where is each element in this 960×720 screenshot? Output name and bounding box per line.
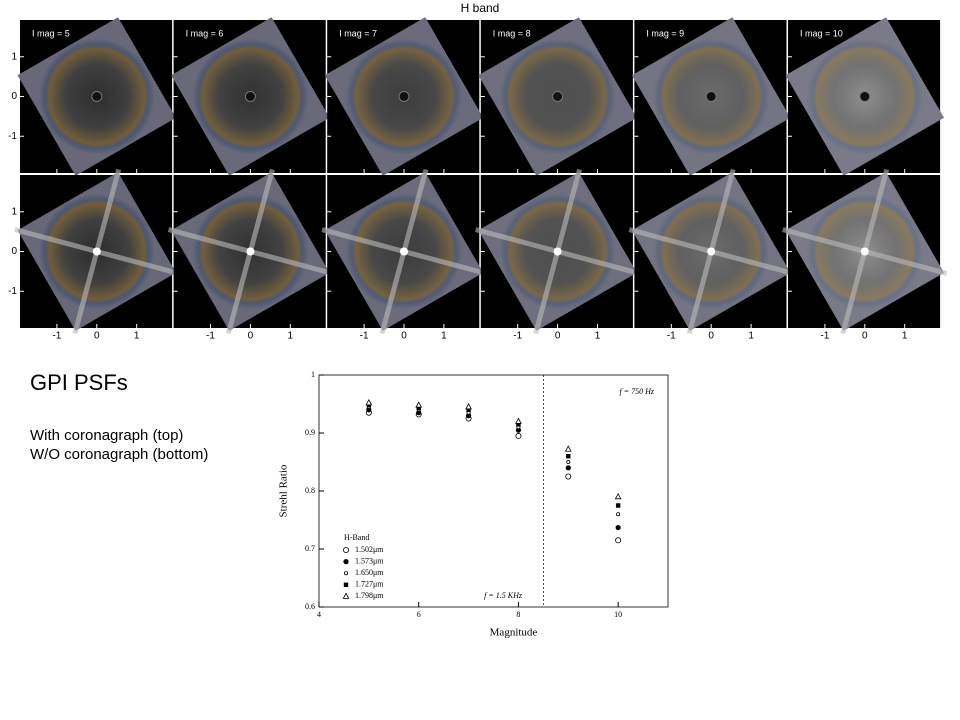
x-tick-label: 6 bbox=[417, 610, 421, 619]
y-tick-label: 0 bbox=[11, 91, 17, 102]
legend-label: 1.727μm bbox=[355, 580, 384, 589]
y-tick-label: 1 bbox=[311, 370, 315, 379]
x-tick-label: 0 bbox=[708, 331, 714, 342]
y-tick-label: 0.6 bbox=[305, 602, 315, 611]
legend-title: H-Band bbox=[344, 533, 369, 542]
y-axis-label: Strehl Ratio bbox=[278, 464, 290, 517]
slide-text: With coronagraph (top) bbox=[30, 427, 184, 444]
psf-core bbox=[244, 91, 256, 102]
x-tick-label: 10 bbox=[614, 610, 622, 619]
annotation: f = 750 Hz bbox=[619, 387, 654, 396]
marker bbox=[515, 417, 522, 424]
psf-core bbox=[400, 247, 408, 256]
panel-label: I mag = 10 bbox=[800, 28, 843, 38]
y-tick-label: 0.9 bbox=[305, 428, 315, 437]
marker bbox=[342, 592, 350, 599]
slide-title: GPI PSFs bbox=[30, 370, 128, 395]
x-tick-label: 1 bbox=[748, 331, 754, 342]
psf-core bbox=[859, 91, 871, 102]
x-tick-label: -1 bbox=[820, 331, 829, 342]
marker bbox=[465, 413, 472, 419]
psf-core bbox=[707, 247, 716, 256]
x-tick-label: -1 bbox=[513, 331, 522, 342]
y-tick-label: -1 bbox=[8, 286, 17, 297]
x-tick-label: 1 bbox=[902, 331, 908, 342]
marker bbox=[566, 454, 571, 459]
marker bbox=[366, 407, 372, 413]
psf-core bbox=[91, 91, 103, 102]
x-tick-label: 0 bbox=[94, 331, 100, 342]
marker bbox=[565, 473, 572, 480]
x-tick-label: 8 bbox=[516, 610, 520, 619]
legend-label: 1.573μm bbox=[355, 556, 384, 565]
x-tick-label: -1 bbox=[667, 331, 676, 342]
marker bbox=[365, 398, 373, 406]
x-tick-label: -1 bbox=[206, 331, 215, 342]
marker bbox=[343, 559, 349, 565]
x-tick-label: 1 bbox=[288, 331, 294, 342]
marker bbox=[566, 459, 571, 464]
marker bbox=[343, 571, 348, 576]
psf-core bbox=[553, 247, 562, 256]
marker bbox=[465, 403, 472, 410]
y-tick-label: 0.8 bbox=[305, 486, 315, 495]
marker bbox=[516, 422, 521, 427]
psf-core bbox=[246, 247, 255, 256]
legend-label: 1.502μm bbox=[355, 545, 384, 554]
y-tick-label: 1 bbox=[11, 206, 17, 217]
y-tick-label: 0.7 bbox=[305, 544, 315, 553]
x-tick-label: 0 bbox=[862, 331, 868, 342]
psf-core bbox=[92, 247, 101, 256]
x-axis-label: Magnitude bbox=[490, 627, 538, 639]
psf-core bbox=[552, 91, 564, 102]
panel-label: I mag = 9 bbox=[646, 28, 684, 38]
x-tick-label: 1 bbox=[134, 331, 140, 342]
marker bbox=[416, 405, 421, 411]
psf-core bbox=[398, 91, 410, 102]
x-tick-label: 0 bbox=[401, 331, 407, 342]
marker bbox=[616, 512, 621, 517]
x-tick-label: 4 bbox=[317, 610, 321, 619]
marker bbox=[416, 410, 422, 416]
annotation: f = 1.5 KHz bbox=[484, 591, 523, 600]
psf-core bbox=[705, 91, 717, 102]
marker bbox=[515, 432, 522, 439]
panel-label: I mag = 7 bbox=[339, 28, 377, 38]
marker bbox=[565, 465, 571, 471]
marker bbox=[466, 407, 471, 412]
x-tick-label: 1 bbox=[441, 331, 447, 342]
marker bbox=[615, 524, 621, 531]
x-tick-label: -1 bbox=[360, 331, 369, 342]
y-tick-label: 0 bbox=[11, 246, 17, 257]
marker bbox=[343, 582, 349, 587]
psf-core bbox=[860, 247, 869, 256]
marker bbox=[415, 401, 423, 408]
marker bbox=[564, 445, 572, 452]
x-tick-label: -1 bbox=[52, 331, 61, 342]
slide-text: W/O coronagraph (bottom) bbox=[30, 446, 209, 463]
marker bbox=[615, 537, 622, 544]
marker bbox=[615, 503, 621, 508]
panel-label: I mag = 8 bbox=[493, 28, 531, 38]
legend-label: 1.650μm bbox=[355, 568, 384, 577]
x-tick-label: 0 bbox=[248, 331, 254, 342]
marker bbox=[614, 492, 622, 500]
y-tick-label: 1 bbox=[11, 51, 17, 62]
marker bbox=[515, 427, 522, 433]
x-tick-label: 1 bbox=[595, 331, 601, 342]
y-tick-label: -1 bbox=[8, 131, 17, 142]
panel-label: I mag = 6 bbox=[186, 28, 224, 38]
x-tick-label: 0 bbox=[555, 331, 561, 342]
panel-label: I mag = 5 bbox=[32, 28, 70, 38]
legend-label: 1.798μm bbox=[355, 591, 384, 600]
grid-title: H band bbox=[461, 1, 500, 15]
marker bbox=[342, 547, 349, 554]
